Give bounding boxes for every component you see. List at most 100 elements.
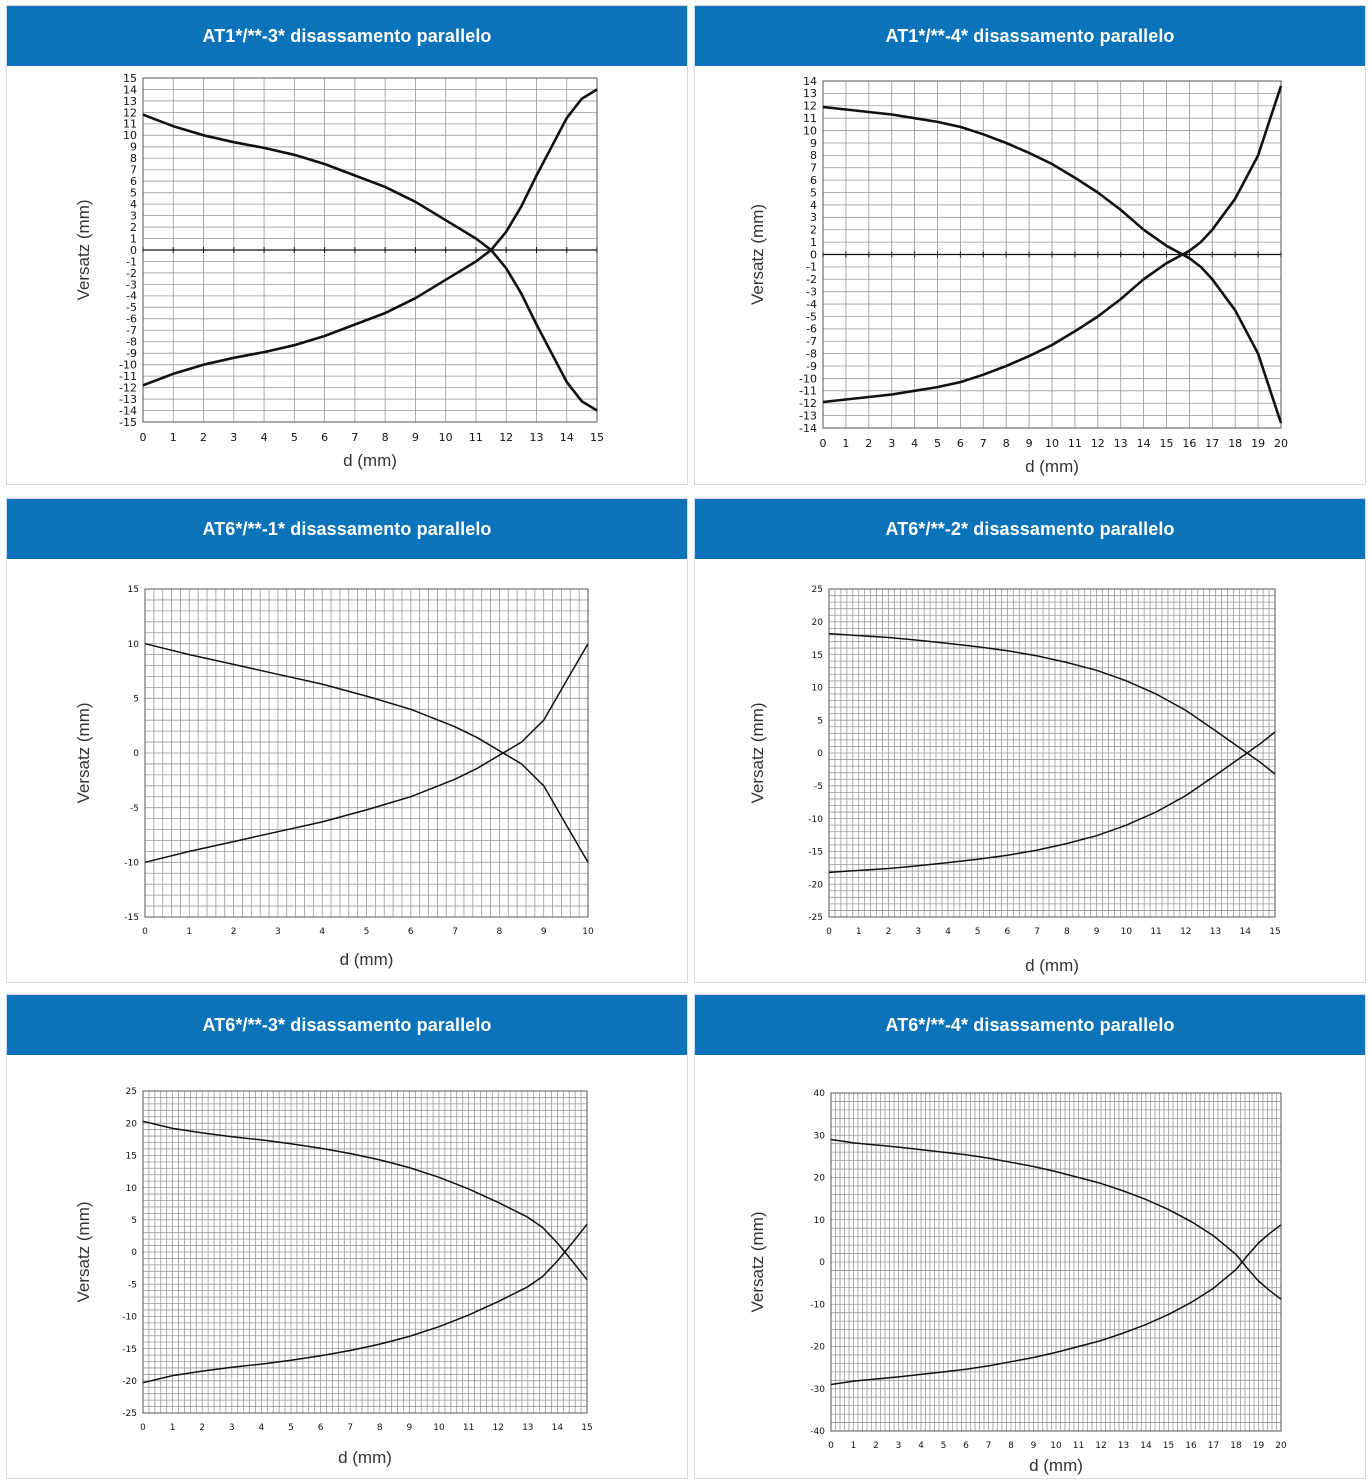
y-tick-label: 15	[812, 651, 823, 661]
x-tick-label: 6	[963, 1441, 969, 1451]
x-tick-label: 9	[1026, 437, 1033, 450]
y-tick-label: 14	[803, 75, 817, 88]
x-tick-label: 10	[1121, 927, 1133, 937]
x-tick-label: 13	[1210, 927, 1221, 937]
x-tick-label: 5	[364, 927, 370, 937]
x-tick-label: 1	[851, 1441, 857, 1451]
plot-frame	[830, 1092, 1282, 1432]
x-tick-label: 13	[1114, 437, 1128, 450]
y-tick-label: -3	[806, 286, 817, 299]
plot-frame	[144, 588, 589, 918]
y-tick-label: 0	[130, 244, 137, 257]
x-tick-label: 9	[1031, 1441, 1037, 1451]
y-tick-label: -11	[119, 370, 137, 383]
x-tick-label: 0	[140, 1423, 146, 1433]
x-tick-label: 5	[288, 1423, 294, 1433]
y-tick-label: 30	[814, 1131, 826, 1141]
y-axis-title: Versatz (mm)	[748, 702, 767, 803]
grid	[144, 588, 589, 918]
chart-panel-5: AT6*/**-3* disassamento parallelo 25 20 15…	[6, 994, 688, 1479]
plot-frame	[142, 1090, 588, 1414]
series-line-2	[142, 88, 598, 387]
x-tick-label: 2	[200, 431, 207, 444]
y-tick-label: 1	[810, 236, 817, 249]
y-tick-label: -11	[799, 385, 817, 398]
y-tick-label: 0	[133, 749, 139, 759]
x-tick-label: 4	[319, 927, 325, 937]
x-tick-label: 11	[469, 431, 483, 444]
x-tick-label: 15	[590, 431, 604, 444]
y-tick-label: -2	[126, 267, 137, 280]
x-tick-label: 1	[856, 927, 862, 937]
x-tick-label: 7	[1034, 927, 1040, 937]
x-tick-label: 11	[1068, 437, 1082, 450]
x-tick-label: 1	[170, 431, 177, 444]
chart-title-6: AT6*/**-4* disassamento parallelo	[885, 1014, 1175, 1035]
y-tick-label: 12	[123, 106, 137, 119]
y-tick-label: 12	[803, 100, 817, 113]
x-tick-label: 3	[230, 431, 237, 444]
y-tick-label: 6	[810, 174, 817, 187]
x-tick-label: 0	[142, 927, 148, 937]
y-tick-label: 0	[819, 1258, 825, 1268]
chart-panel-6: AT6*/**-4* disassamento parallelo 40 30 20…	[694, 994, 1366, 1479]
series-line-1	[830, 1138, 1282, 1300]
x-tick-label: 5	[941, 1441, 947, 1451]
x-tick-label: 15	[1269, 927, 1280, 937]
y-tick-label: -15	[122, 1345, 137, 1355]
chart-2: 14131211109876543210-1-2-3-4-5-6-7-8-9-1…	[748, 75, 1288, 476]
x-tick-label: 14	[1137, 437, 1151, 450]
y-tick-label: 15	[123, 72, 137, 85]
y-tick-label: 10	[128, 640, 140, 650]
y-tick-label: 0	[131, 1248, 137, 1258]
x-tick-label: 20	[1275, 1441, 1287, 1451]
y-tick-label: 10	[812, 684, 824, 694]
chart-header-4: AT6*/**-2* disassamento parallelo	[695, 499, 1365, 559]
x-tick-label: 20	[1274, 437, 1288, 450]
y-tick-label: -25	[808, 913, 823, 923]
x-tick-label: 8	[377, 1423, 383, 1433]
y-tick-label: -13	[799, 409, 817, 422]
y-tick-label: 5	[131, 1216, 137, 1226]
y-tick-label: 9	[810, 137, 817, 150]
grid	[142, 1090, 588, 1414]
x-tick-label: 13	[529, 431, 543, 444]
chart-header-2: AT1*/**-4* disassamento parallelo	[695, 6, 1365, 66]
x-tick-label: 3	[915, 927, 921, 937]
x-tick-label: 11	[1150, 927, 1161, 937]
x-tick-label: 11	[1073, 1441, 1084, 1451]
grid	[830, 1092, 1282, 1432]
x-tick-label: 7	[351, 431, 358, 444]
x-tick-label: 12	[1095, 1441, 1106, 1451]
y-tick-label: -1	[126, 255, 137, 268]
y-tick-label: -4	[806, 298, 817, 311]
y-tick-label: -10	[122, 1313, 137, 1323]
y-tick-label: -9	[126, 347, 137, 360]
x-tick-label: 15	[1163, 1441, 1174, 1451]
y-tick-label: -40	[810, 1427, 825, 1437]
y-tick-label: 13	[803, 87, 817, 100]
y-tick-label: 1	[130, 232, 137, 245]
y-tick-label: -10	[124, 858, 139, 868]
y-tick-label: 25	[126, 1087, 137, 1097]
series-line-1	[142, 1120, 588, 1281]
y-tick-label: 0	[810, 248, 817, 261]
x-tick-label: 10	[1045, 437, 1059, 450]
y-tick-label: -6	[126, 313, 137, 326]
x-tick-label: 6	[957, 437, 964, 450]
y-tick-label: 4	[130, 198, 137, 211]
y-tick-label: -7	[806, 335, 817, 348]
y-tick-label: -8	[806, 347, 817, 360]
y-tick-label: -5	[126, 301, 137, 314]
series-line-1	[144, 642, 589, 863]
x-tick-label: 1	[186, 927, 192, 937]
x-tick-label: 5	[291, 431, 298, 444]
y-tick-label: 20	[814, 1174, 826, 1184]
y-tick-label: -6	[806, 323, 817, 336]
y-tick-label: 8	[810, 149, 817, 162]
x-tick-label: 16	[1185, 1441, 1197, 1451]
x-tick-label: 12	[1091, 437, 1105, 450]
